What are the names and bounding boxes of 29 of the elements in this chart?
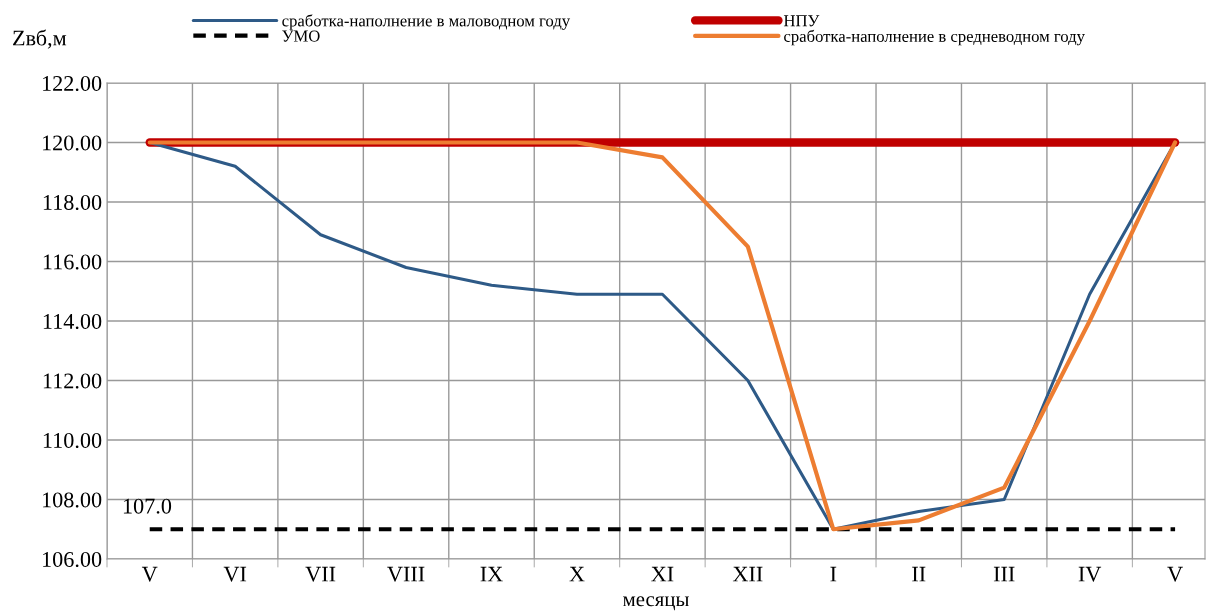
annotation: 107.0 <box>123 498 172 514</box>
x-tick-label: IV <box>1078 566 1102 582</box>
y-tick-label: 118.00 <box>43 194 102 211</box>
y-tick-label: 120.00 <box>42 135 102 151</box>
legend-label: сработка-наполнение в маловодном году <box>282 14 571 30</box>
x-axis-title: месяцы <box>623 596 689 611</box>
x-tick-label: XI <box>651 566 674 582</box>
y-tick-label: 116.00 <box>43 254 102 270</box>
y-tick-label: 108.00 <box>42 492 102 508</box>
y-tick-label: 114.00 <box>43 313 102 330</box>
x-tick-label: I <box>830 566 837 582</box>
y-tick-label: 106.00 <box>42 551 102 568</box>
x-tick-label: IX <box>480 566 503 582</box>
x-tick-label: V <box>1167 566 1183 582</box>
x-tick-label: X <box>569 566 585 582</box>
x-tick-label: VIII <box>387 566 425 582</box>
x-tick-label: III <box>993 566 1015 582</box>
legend-label: УМО <box>282 30 320 42</box>
y-tick-label: 122.00 <box>42 75 102 92</box>
legend-label: сработка-наполнение в средневодном году <box>784 29 1085 46</box>
y-tick-label: 110.00 <box>43 432 102 449</box>
x-tick-label: VI <box>223 566 247 582</box>
x-tick-label: XII <box>732 566 763 582</box>
x-tick-label: II <box>912 566 926 582</box>
y-tick-label: 112.00 <box>43 373 102 389</box>
x-tick-label: V <box>141 566 158 582</box>
legend-label: НПУ <box>783 15 820 27</box>
y-axis-title: Zвб,м <box>13 29 67 49</box>
x-tick-label: VII <box>305 566 336 582</box>
